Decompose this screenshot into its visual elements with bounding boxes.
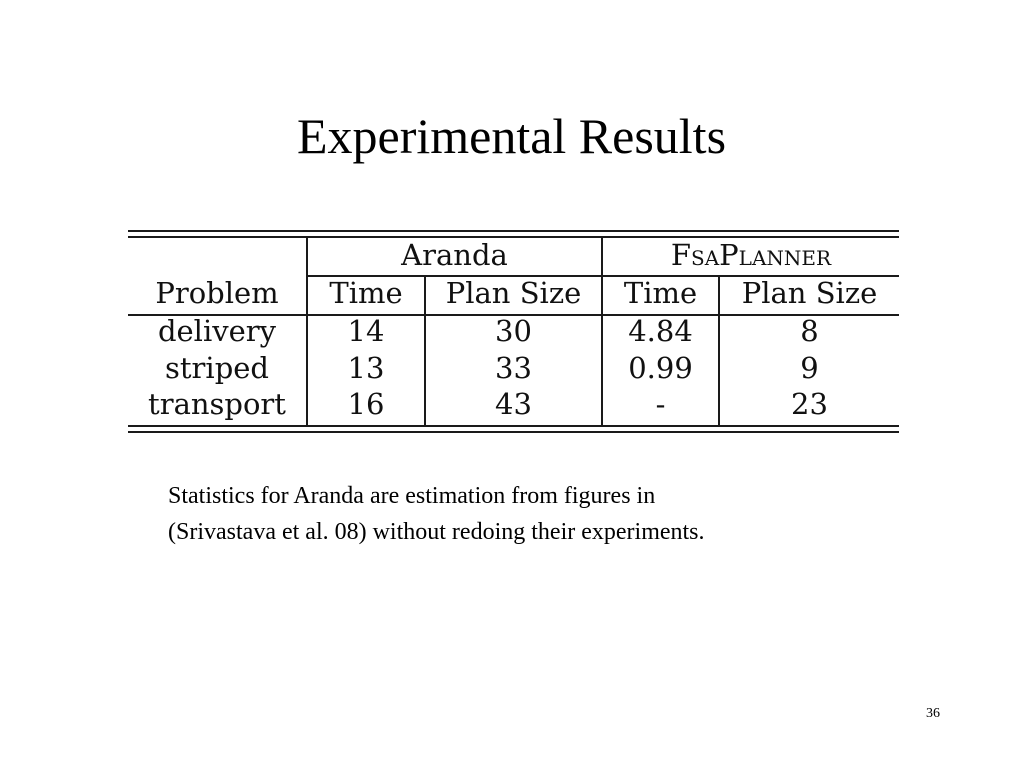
column-header-aranda-time: Time xyxy=(329,276,403,310)
group-header-rule xyxy=(306,275,899,277)
column-header-fsaplanner-plan-size: Plan Size xyxy=(741,276,878,310)
group-header-fsaplanner: FsaPlanner xyxy=(603,236,899,274)
row-transport-problem: transport xyxy=(148,387,286,421)
page-number: 36 xyxy=(926,706,940,721)
row-transport-fsaplanner-time: - xyxy=(655,387,666,421)
table-bottom-rule-inner xyxy=(128,425,899,427)
table-divider-aranda-inner xyxy=(424,276,426,426)
table-top-rule xyxy=(128,230,899,232)
row-delivery-fsaplanner-plan-size: 8 xyxy=(800,314,819,348)
column-header-fsaplanner-time: Time xyxy=(623,276,698,310)
row-transport-aranda-time: 16 xyxy=(347,387,385,421)
caption-line-2: (Srivastava et al. 08) without redoing t… xyxy=(168,519,705,545)
table-divider-problem xyxy=(306,238,308,426)
row-striped-problem: striped xyxy=(165,351,269,385)
row-striped-fsaplanner-time: 0.99 xyxy=(628,351,693,385)
row-striped-aranda-plan-size: 33 xyxy=(495,351,532,385)
caption-line-1: Statistics for Aranda are estimation fro… xyxy=(168,483,656,509)
row-transport-fsaplanner-plan-size: 23 xyxy=(791,387,828,421)
row-transport-aranda-plan-size: 43 xyxy=(495,387,532,421)
row-striped-aranda-time: 13 xyxy=(347,351,385,385)
slide-title: Experimental Results xyxy=(296,108,727,164)
fsaplanner-label: FsaPlanner xyxy=(670,238,832,272)
row-delivery-fsaplanner-time: 4.84 xyxy=(628,314,693,348)
column-header-problem: Problem xyxy=(155,276,279,310)
table-divider-groups xyxy=(601,238,603,426)
column-header-rule xyxy=(128,314,899,316)
table-divider-fsaplanner-inner xyxy=(718,276,720,426)
row-delivery-aranda-time: 14 xyxy=(347,314,385,348)
row-delivery-aranda-plan-size: 30 xyxy=(495,314,532,348)
group-header-aranda: Aranda xyxy=(401,238,508,272)
table-top-rule-inner xyxy=(128,236,899,238)
row-striped-fsaplanner-plan-size: 9 xyxy=(800,351,819,385)
table-bottom-rule xyxy=(128,431,899,433)
row-delivery-problem: delivery xyxy=(157,314,277,348)
column-header-aranda-plan-size: Plan Size xyxy=(445,276,582,310)
table-caption: Statistics for Aranda are estimation fro… xyxy=(168,478,888,550)
